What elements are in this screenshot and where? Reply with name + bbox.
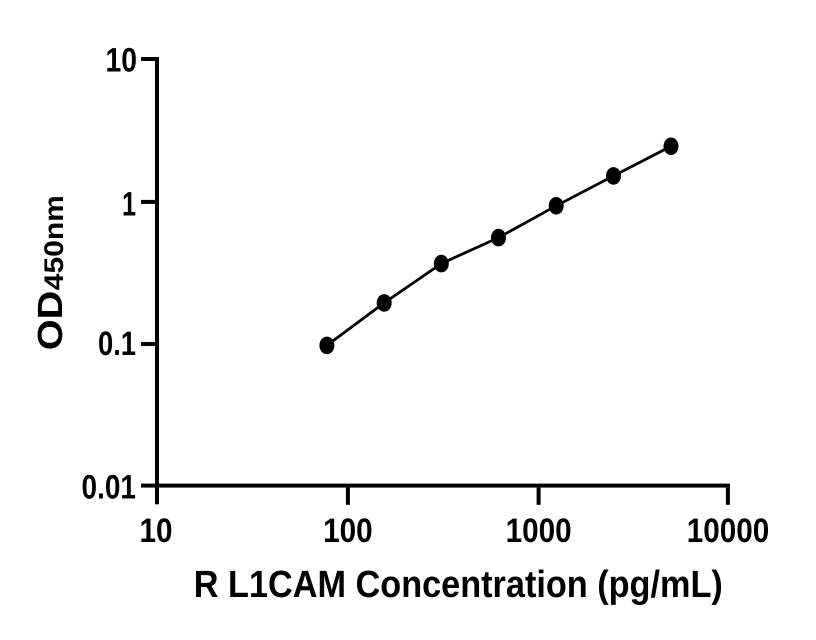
svg-text:10: 10 xyxy=(140,512,173,550)
svg-text:10: 10 xyxy=(106,41,138,79)
svg-text:100: 100 xyxy=(323,512,373,550)
svg-text:1000: 1000 xyxy=(506,512,572,550)
svg-text:OD: OD xyxy=(31,291,70,351)
svg-text:10000: 10000 xyxy=(687,512,770,550)
svg-text:1: 1 xyxy=(122,185,136,223)
svg-text:0.1: 0.1 xyxy=(98,325,136,363)
svg-text:0.01: 0.01 xyxy=(82,468,137,506)
svg-text:R L1CAM Concentration (pg/mL): R L1CAM Concentration (pg/mL) xyxy=(194,564,723,606)
svg-text:450nm: 450nm xyxy=(39,195,69,290)
